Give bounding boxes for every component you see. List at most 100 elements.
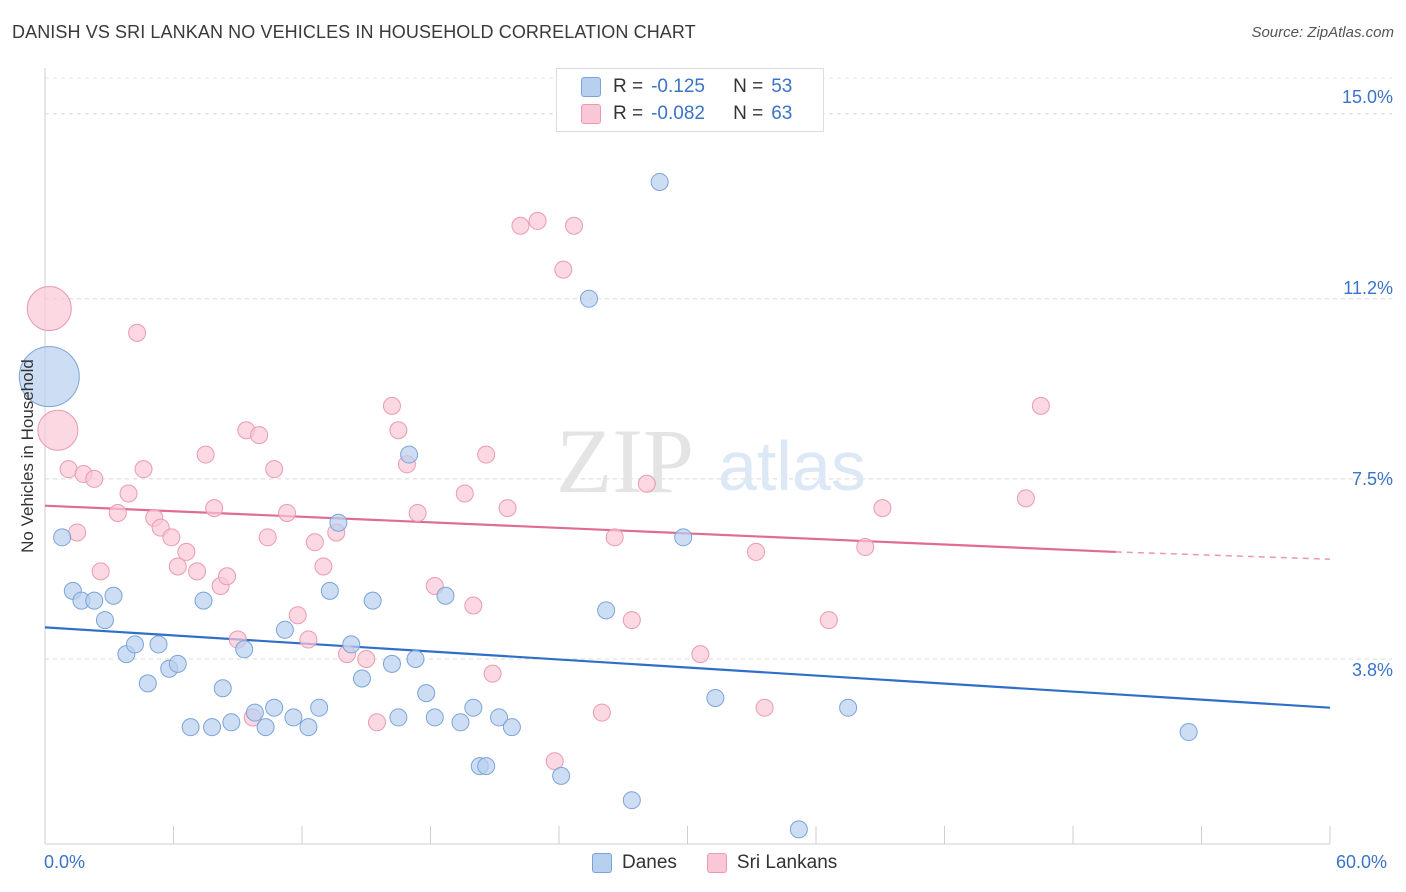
point-danes — [352, 669, 371, 688]
point-danes — [502, 718, 521, 737]
legend-label-sri-lankans: Sri Lankans — [736, 852, 838, 873]
point-danes — [85, 591, 104, 610]
legend-r-value: -0.125 — [651, 76, 705, 97]
point-sri-lankans — [477, 445, 496, 464]
point-sri-lankans — [382, 396, 401, 415]
point-danes — [104, 586, 123, 605]
point-sri-lankans — [389, 421, 408, 440]
point-sri-lankans — [592, 703, 611, 722]
point-sri-lankans — [314, 557, 333, 576]
point-sri-lankans — [265, 460, 284, 479]
point-sri-lankans — [528, 211, 547, 230]
legend-swatch-danes — [581, 77, 601, 97]
point-danes — [451, 713, 470, 732]
point-danes — [95, 611, 114, 630]
point-sri-lankans — [622, 611, 641, 630]
y-tick-label-15-0: 15.0% — [1341, 87, 1393, 107]
point-sri-lankans — [205, 499, 224, 518]
point-sri-lankans — [288, 606, 307, 625]
y-axis-label: No Vehicles in Household — [18, 359, 37, 553]
point-sri-lankans — [605, 528, 624, 547]
point-danes — [125, 635, 144, 654]
point-sri-lankans — [747, 542, 766, 561]
point-sri-lankans — [564, 216, 583, 235]
point-sri-lankans — [196, 445, 215, 464]
point-sri-lankans — [408, 503, 427, 522]
point-danes — [310, 698, 329, 717]
trendline-sri-lankans-extension — [1115, 551, 1331, 560]
point-danes — [138, 674, 157, 693]
point-danes — [256, 718, 275, 737]
source-label: Source: ZipAtlas.com — [1251, 24, 1394, 41]
point-sri-lankans — [134, 460, 153, 479]
trendline-danes — [44, 626, 1331, 709]
legend-label-danes: Danes — [622, 852, 677, 873]
watermark-atlas: atlas — [718, 427, 866, 505]
point-danes — [168, 654, 187, 673]
point-danes — [194, 591, 213, 610]
point-sri-lankans — [299, 630, 318, 649]
point-danes — [203, 718, 222, 737]
point-danes — [18, 346, 80, 408]
point-sri-lankans — [1031, 396, 1050, 415]
point-danes — [789, 820, 808, 839]
point-sri-lankans — [250, 426, 269, 445]
point-danes — [275, 620, 294, 639]
point-danes — [1179, 723, 1198, 742]
point-danes — [235, 640, 254, 659]
point-sri-lankans — [108, 503, 127, 522]
point-sri-lankans — [188, 562, 207, 581]
point-danes — [417, 684, 436, 703]
point-sri-lankans — [856, 538, 875, 557]
legend-item-sri-lankans[interactable]: Sri Lankans — [706, 852, 838, 874]
point-sri-lankans — [168, 557, 187, 576]
point-danes — [149, 635, 168, 654]
point-danes — [284, 708, 303, 727]
point-danes — [425, 708, 444, 727]
series-legend: Danes Sri Lankans — [592, 852, 867, 874]
point-sri-lankans — [119, 484, 138, 503]
watermark-zip: ZIP — [556, 410, 694, 512]
point-danes — [222, 713, 241, 732]
point-sri-lankans — [455, 484, 474, 503]
point-danes — [464, 698, 483, 717]
point-danes — [597, 601, 616, 620]
legend-row-danes: R = -0.125 N = 53 — [581, 75, 792, 99]
legend-swatch-danes — [592, 853, 612, 873]
point-danes — [320, 581, 339, 600]
point-sri-lankans — [37, 409, 79, 451]
legend-row-sri-lankans: R = -0.082 N = 63 — [581, 102, 792, 126]
point-danes — [389, 708, 408, 727]
point-sri-lankans — [483, 664, 502, 683]
point-sri-lankans — [218, 567, 237, 586]
point-danes — [382, 654, 401, 673]
y-tick-label-3-8: 3.8% — [1351, 660, 1393, 680]
point-sri-lankans — [85, 469, 104, 488]
point-danes — [406, 650, 425, 669]
x-tick-label-min: 0.0% — [44, 852, 86, 872]
point-sri-lankans — [357, 650, 376, 669]
point-sri-lankans — [691, 645, 710, 664]
legend-n-value: 63 — [771, 103, 793, 124]
legend-r-label: R = — [613, 103, 644, 124]
y-tick-label-7-5: 7.5% — [1351, 469, 1393, 489]
point-danes — [706, 688, 725, 707]
point-danes — [436, 586, 455, 605]
point-danes — [674, 528, 693, 547]
legend-n-label: N = — [733, 76, 764, 97]
legend-item-danes[interactable]: Danes — [592, 852, 677, 874]
point-danes — [363, 591, 382, 610]
point-sri-lankans — [59, 460, 78, 479]
point-danes — [552, 766, 571, 785]
point-danes — [477, 757, 496, 776]
legend-r-value: -0.082 — [651, 103, 705, 124]
point-danes — [299, 718, 318, 737]
point-sri-lankans — [128, 323, 147, 342]
point-sri-lankans — [464, 596, 483, 615]
point-sri-lankans — [258, 528, 277, 547]
x-tick-label-max: 60.0% — [1336, 852, 1388, 872]
correlation-legend: R = -0.125 N = 53 R = -0.082 N = 63 — [556, 68, 824, 132]
point-danes — [213, 679, 232, 698]
point-sri-lankans — [91, 562, 110, 581]
